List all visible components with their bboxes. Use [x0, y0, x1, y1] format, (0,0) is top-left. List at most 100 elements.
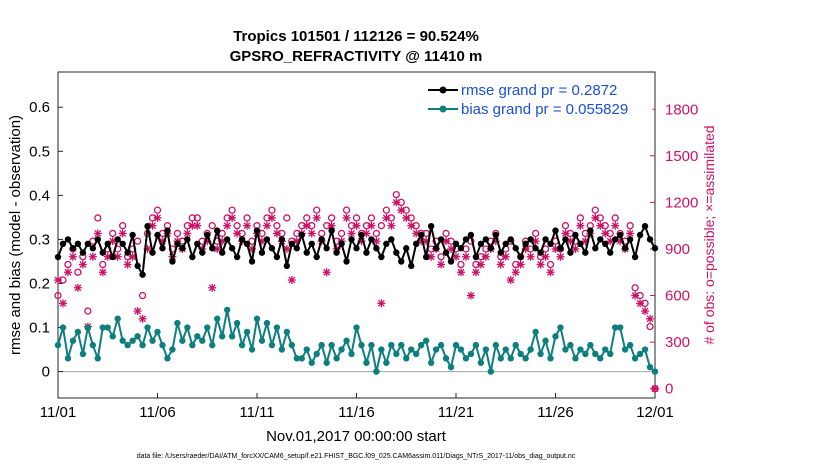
- bias-point: [388, 341, 395, 349]
- obs-assimilated-point: [133, 307, 142, 316]
- rmse-point: [582, 249, 589, 256]
- bias-point: [487, 368, 495, 375]
- rmse-point: [417, 231, 425, 239]
- bias-point: [482, 346, 490, 353]
- bias-point: [368, 341, 375, 349]
- bias-point: [616, 324, 624, 331]
- y-axis-label: rmse and bias (model - observation): [7, 115, 24, 355]
- obs-assimilated-point: [88, 252, 97, 261]
- rmse-point: [507, 236, 514, 243]
- bias-point: [223, 306, 231, 314]
- obs-assimilated-point: [188, 221, 197, 230]
- rmse-point: [408, 262, 415, 270]
- obs-assimilated-point: [287, 276, 296, 285]
- obs-possible-point: [392, 190, 400, 199]
- rmse-point: [293, 245, 300, 252]
- bias-point: [502, 346, 509, 353]
- rmse-point: [641, 222, 649, 230]
- bias-point: [432, 346, 440, 353]
- obs-assimilated-point: [516, 260, 525, 269]
- rmse-point: [393, 249, 400, 256]
- bias-point: [537, 350, 544, 358]
- y2-tick-label: 1200: [665, 194, 698, 211]
- rmse-point: [607, 249, 614, 256]
- obs-possible-point: [576, 214, 585, 222]
- bias-point: [343, 337, 350, 344]
- rmse-point: [323, 245, 330, 252]
- rmse-point: [552, 227, 559, 234]
- rmse-point: [288, 240, 296, 248]
- obs-assimilated-point: [233, 229, 242, 238]
- rmse-point: [104, 240, 111, 248]
- obs-assimilated-point: [302, 221, 311, 230]
- rmse-point: [174, 240, 181, 248]
- obs-assimilated-point: [471, 268, 480, 277]
- obs-assimilated-point: [541, 252, 550, 261]
- rmse-point: [333, 249, 340, 256]
- rmse-point: [94, 236, 102, 243]
- rmse-point: [502, 240, 509, 248]
- bias-point: [527, 346, 534, 353]
- rmse-series: [54, 222, 659, 278]
- obs-possible-point: [268, 206, 276, 214]
- bias-point: [452, 341, 460, 349]
- legend-bias-marker: [439, 105, 447, 113]
- rmse-point: [228, 245, 236, 252]
- obs-assimilated-point: [342, 213, 351, 222]
- bias-point: [84, 324, 92, 331]
- rmse-point: [467, 231, 475, 239]
- rmse-point: [283, 262, 291, 270]
- rmse-point: [497, 249, 504, 256]
- obs-assimilated-point: [93, 229, 102, 238]
- obs-assimilated-point: [63, 268, 72, 277]
- rmse-point: [612, 236, 619, 243]
- bias-point: [631, 355, 639, 362]
- rmse-point: [651, 245, 659, 252]
- bias-point: [393, 350, 400, 358]
- obs-assimilated-point: [138, 314, 147, 323]
- bias-point: [323, 359, 330, 366]
- y-tick-label: 0.2: [29, 275, 50, 292]
- obs-assimilated-point: [631, 291, 640, 300]
- x-axis: 11/01 11/06 11/11 11/16 11/21 11/26 12/01: [40, 393, 674, 421]
- bias-point: [651, 368, 659, 375]
- rmse-point: [542, 236, 549, 243]
- obs-assimilated-point: [626, 229, 635, 238]
- bias-point: [169, 346, 176, 353]
- bias-point: [607, 350, 614, 358]
- obs-assimilated-point: [347, 229, 356, 238]
- legend-rmse-label: rmse grand pr = 0.2872: [461, 82, 617, 99]
- bias-point: [194, 333, 201, 340]
- rmse-point: [626, 236, 634, 243]
- obs-possible-point: [342, 206, 351, 214]
- x-tick-label: 11/21: [438, 404, 474, 421]
- rmse-point: [273, 253, 281, 261]
- obs-assimilated-point: [601, 229, 610, 238]
- obs-assimilated-point: [272, 229, 281, 238]
- obs-possible-point: [377, 222, 386, 230]
- x-tick-label: 11/16: [338, 404, 374, 421]
- obs-possible-point: [303, 214, 311, 222]
- bias-point: [477, 359, 485, 366]
- obs-possible-point: [437, 253, 445, 261]
- bias-point: [507, 355, 514, 362]
- rmse-point: [189, 253, 196, 261]
- bias-point: [522, 355, 529, 362]
- y-tick-label: 0: [42, 364, 50, 381]
- bias-point: [422, 337, 430, 344]
- bias-point: [164, 355, 171, 362]
- obs-assimilated-point: [641, 307, 650, 316]
- bias-point: [253, 315, 261, 322]
- obs-possible-point: [173, 229, 182, 238]
- obs-possible-point: [54, 291, 62, 300]
- rmse-point: [238, 236, 246, 243]
- rmse-point: [567, 249, 574, 256]
- bias-point: [248, 346, 256, 353]
- x-axis-label: Nov.01,2017 00:00:00 start: [266, 428, 447, 445]
- obs-possible-point: [193, 214, 201, 222]
- obs-possible-point: [99, 260, 107, 269]
- bias-point: [492, 341, 499, 349]
- rmse-point: [398, 258, 405, 265]
- rmse-point: [353, 245, 360, 252]
